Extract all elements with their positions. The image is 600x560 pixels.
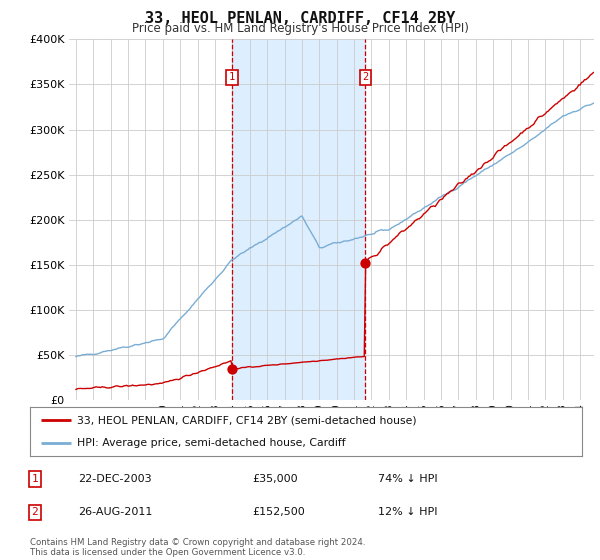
Text: 2: 2: [362, 72, 368, 82]
Text: £152,500: £152,500: [252, 507, 305, 517]
Text: 33, HEOL PENLAN, CARDIFF, CF14 2BY (semi-detached house): 33, HEOL PENLAN, CARDIFF, CF14 2BY (semi…: [77, 416, 416, 426]
Text: 1: 1: [31, 474, 38, 484]
Text: 1: 1: [229, 72, 235, 82]
Text: 2: 2: [31, 507, 38, 517]
Point: [361, 258, 370, 267]
Text: Price paid vs. HM Land Registry's House Price Index (HPI): Price paid vs. HM Land Registry's House …: [131, 22, 469, 35]
Text: Contains HM Land Registry data © Crown copyright and database right 2024.
This d: Contains HM Land Registry data © Crown c…: [30, 538, 365, 557]
Bar: [232, 39, 365, 400]
Text: £35,000: £35,000: [252, 474, 298, 484]
Text: HPI: Average price, semi-detached house, Cardiff: HPI: Average price, semi-detached house,…: [77, 438, 346, 448]
Text: 22-DEC-2003: 22-DEC-2003: [78, 474, 152, 484]
Text: 26-AUG-2011: 26-AUG-2011: [78, 507, 152, 517]
Point: [227, 365, 236, 374]
Text: 12% ↓ HPI: 12% ↓ HPI: [378, 507, 437, 517]
Text: 33, HEOL PENLAN, CARDIFF, CF14 2BY: 33, HEOL PENLAN, CARDIFF, CF14 2BY: [145, 11, 455, 26]
Text: 74% ↓ HPI: 74% ↓ HPI: [378, 474, 437, 484]
